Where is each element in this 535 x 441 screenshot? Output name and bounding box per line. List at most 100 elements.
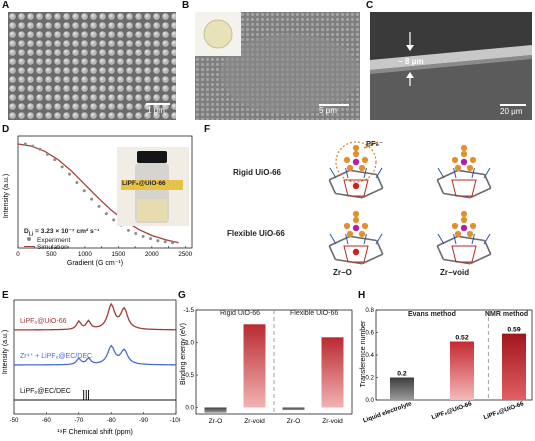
- axes-frame-e: [13, 299, 177, 415]
- fluorine-atom: [460, 150, 468, 158]
- xtick-label-d: 2000: [145, 251, 159, 258]
- panel-label-b: B: [182, 0, 190, 11]
- fluorine-atom: [469, 222, 477, 230]
- panel-label-d: D: [2, 124, 10, 135]
- dli-subscript: Li: [28, 231, 34, 238]
- fluorine-atom: [346, 230, 354, 238]
- xtick-label-g: Zr-O: [287, 418, 301, 425]
- panel-label-e: E: [2, 290, 9, 301]
- linker-bond: [469, 187, 492, 199]
- mof-structures: [328, 141, 492, 265]
- xtick-label-h: LiPF₆@UiO-66: [431, 400, 474, 421]
- experiment-point: [53, 158, 57, 162]
- linker-bond: [361, 187, 384, 199]
- ylabel-e: Intensity (a.u.): [2, 330, 9, 374]
- coordination-bond: [363, 233, 367, 245]
- value-label-h: 0.52: [455, 335, 468, 342]
- xtick-label-d: 0: [16, 251, 20, 258]
- coordination-bond: [471, 233, 475, 245]
- xtick-label-g: Zr-void: [244, 418, 265, 425]
- experiment-point: [126, 228, 130, 232]
- ytick-label-g: -1.5: [183, 307, 194, 314]
- ylabel-g: Binding energy (eV): [180, 323, 187, 385]
- experiment-point: [104, 212, 108, 216]
- fluorine-atom: [460, 216, 468, 224]
- linker-bond: [483, 174, 492, 189]
- legend-d: Experiment Simulation: [24, 237, 70, 251]
- coordination-bond: [453, 167, 457, 179]
- coordination-bond: [345, 233, 349, 245]
- experiment-point: [60, 165, 64, 169]
- phosphorus-atom: [352, 158, 360, 166]
- experiment-point: [75, 180, 79, 184]
- col-label-zrvoid: Zr−void: [440, 268, 470, 277]
- xtick-label-e: -80: [107, 417, 117, 424]
- xtick-label-e: -50: [10, 417, 20, 424]
- chart-g: 0.0 -0.5 -1.0 -1.5 Zr-O Zr-void Zr-O Zr-void Bi…: [180, 307, 353, 425]
- scale-text-a: 1 μm: [147, 106, 165, 115]
- group-label-h2: NMR method: [485, 311, 529, 318]
- xtick-label-e: -90: [139, 417, 149, 424]
- bar-g: [282, 407, 305, 411]
- coordination-bond: [363, 167, 367, 179]
- zr-cluster: [451, 179, 477, 197]
- panel-label-c: C: [366, 0, 374, 11]
- ytick-label-h: 0.6: [365, 330, 374, 337]
- coordination-bond: [453, 233, 457, 245]
- experiment-point: [149, 237, 153, 241]
- sem-image-a: 1 μm: [8, 12, 176, 120]
- ylabel-d: Intensity (a.u.): [3, 174, 10, 218]
- trace-label-3: LiPF₆@EC/DEC: [20, 388, 71, 395]
- fluorine-atom: [454, 230, 462, 238]
- legend-line-simulation: [24, 245, 34, 247]
- ylabel-h: Transference number: [360, 320, 367, 387]
- value-label-h: 0.59: [507, 327, 520, 334]
- pf6-highlight-circle: [335, 141, 377, 183]
- coordination-bond: [345, 167, 349, 179]
- fluorine-atom: [343, 222, 351, 230]
- zr-cluster: [451, 245, 477, 263]
- ytick-label-h: 0.8: [365, 307, 374, 314]
- xtick-label-d: 2500: [178, 251, 192, 258]
- bar-h: [390, 377, 414, 400]
- experiment-point: [23, 142, 27, 146]
- fluorine-atom: [358, 164, 366, 172]
- experiment-point: [171, 241, 175, 245]
- ytick-label-g: -0.5: [183, 372, 194, 379]
- zr-cluster: [343, 245, 369, 263]
- chart-e: -50 -60 -70 -80 -90 -100 Intensity (a.u.) ¹⁹F…: [2, 299, 180, 436]
- scale-bar-c: [500, 104, 526, 106]
- xtick-label-g: Zr-O: [209, 418, 223, 425]
- vial-photo: LiPF₆@UiO-66: [117, 147, 189, 226]
- dli-symbol: D: [24, 228, 29, 235]
- experiment-point: [45, 152, 49, 156]
- chart-d: 0 500 1000 1500 2000 2500 Intensity (a.u.) Gr…: [3, 135, 193, 267]
- ytick-label-h: 0.2: [365, 375, 374, 382]
- linker-bond: [349, 235, 377, 242]
- linker-bond: [457, 169, 485, 176]
- axes-frame-d: [17, 135, 193, 249]
- fluorine-atom: [361, 156, 369, 164]
- experiment-point: [82, 189, 86, 193]
- xtick-label-h: LiPF₆@UiO-66: [483, 400, 526, 421]
- fluorine-atom: [451, 156, 459, 164]
- fluorine-atom: [460, 210, 468, 218]
- fluorine-atom: [361, 222, 369, 230]
- group-label-g1: Rigid UiO-66: [220, 310, 261, 317]
- panel-label-h: H: [358, 290, 366, 301]
- xlabel-d: Gradient (G cm⁻¹): [67, 260, 123, 267]
- fluorine-atom: [466, 230, 474, 238]
- experiment-point: [156, 239, 160, 243]
- bar-g: [204, 407, 227, 413]
- trace-label-2: Zr⁴⁺ + LiPF₆@EC/DEC: [20, 353, 93, 360]
- legend-experiment-d: Experiment: [37, 237, 71, 244]
- linker-bond: [483, 240, 492, 255]
- scale-bar-a: [146, 103, 170, 105]
- experiment-point: [97, 204, 101, 208]
- bar-g: [321, 337, 344, 408]
- phosphorus-atom: [460, 158, 468, 166]
- thickness-text-c: ~ 8 μm: [398, 57, 424, 66]
- coordination-bond: [483, 167, 491, 179]
- group-label-h1: Evans method: [408, 311, 456, 318]
- row-label-rigid: Rigid UiO-66: [233, 168, 282, 177]
